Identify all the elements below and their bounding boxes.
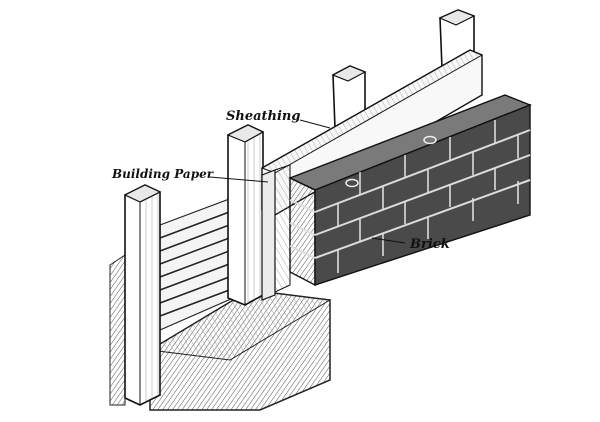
wall-tie (345, 135, 437, 188)
leader-lines (209, 119, 406, 244)
stud-1 (123, 184, 162, 406)
label-sheathing: Sheathing (226, 109, 300, 124)
horizontal-boards (159, 194, 241, 331)
stud-3 (331, 65, 367, 130)
brick-veneer (288, 94, 532, 287)
label-brick: Brick (409, 237, 450, 252)
label-building-paper: Building Paper (111, 167, 215, 181)
foundation-edge (109, 254, 126, 406)
building-paper (261, 164, 291, 301)
stud-2 (226, 124, 265, 306)
